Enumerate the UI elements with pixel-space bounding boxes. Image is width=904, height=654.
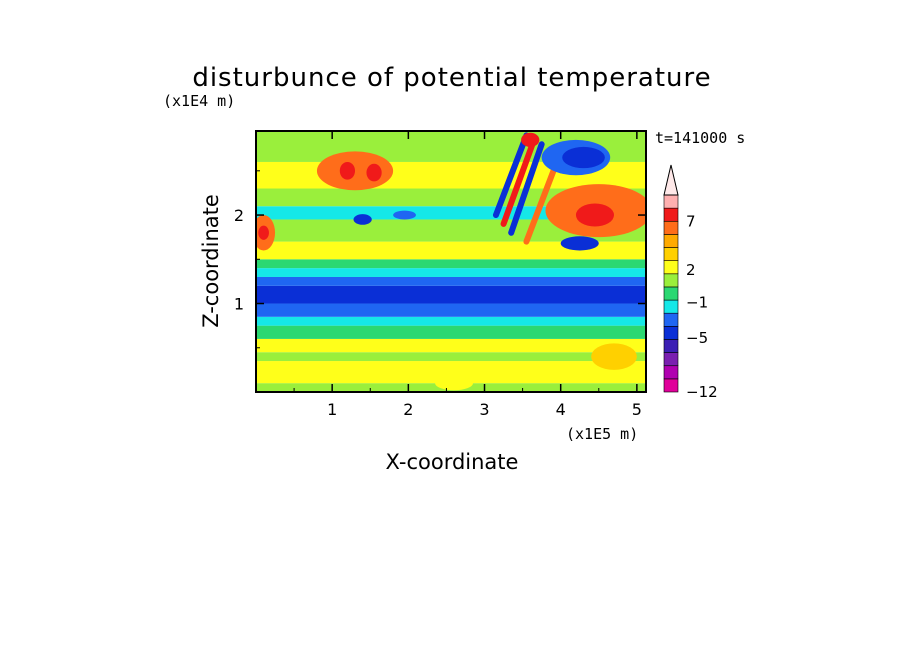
wave-streak [500,136,538,227]
colorbar-label: −12 [686,383,718,401]
field-band [256,241,646,260]
field-band [256,259,646,269]
field-blob [575,203,615,227]
colorbar-swatch [663,365,679,380]
y-axis: 12 [234,170,646,349]
colorbar-swatch [663,378,679,393]
colorbar-swatch [663,286,679,301]
colorbar-swatch [663,299,679,314]
field-band [256,219,646,242]
colorbar-label: −1 [686,294,708,312]
colorbar-swatch [663,260,679,275]
colorbar-swatch [663,339,679,353]
plot-frame [255,130,647,393]
wave-streak [492,132,530,219]
field-blob [258,225,269,240]
x-tick-label: 4 [556,400,566,419]
field-band [256,352,646,362]
y-unit-label: (x1E4 m) [163,92,235,110]
x-tick-label: 2 [403,400,413,419]
field-blob [562,146,605,169]
colorbar-swatch [663,247,679,261]
field-blob [560,236,599,251]
colorbar-swatch [663,207,679,222]
field-band [256,325,646,339]
x-tick-label: 3 [479,400,489,419]
y-tick-label: 2 [234,206,244,225]
field-band [256,361,646,384]
field-blob [521,132,540,147]
colorbar: 7 2 −1 −5 −12 [663,164,718,401]
field-band [256,188,646,207]
x-tick-label: 5 [632,400,642,419]
colorbar-extend-arrow [663,164,679,196]
x-unit-label: (x1E5 m) [566,425,638,443]
field-band [256,268,646,277]
colorbar-swatch [663,352,679,367]
colorbar-swatch [663,220,679,235]
field-blob [591,343,637,370]
y-tick-label: 1 [234,295,244,314]
time-label: t=141000 s [655,129,745,147]
field-blob [435,376,474,391]
x-axis: 1 2 3 4 5 [293,131,642,419]
x-tick-label: 1 [327,400,337,419]
colorbar-swatch [663,273,679,288]
field-band [256,303,646,317]
field-blob [366,163,382,182]
wave-streak [523,158,560,245]
colorbar-label: 2 [686,261,696,279]
field-blob [339,161,356,180]
field-blob [353,214,372,225]
field-layer [256,131,646,392]
field-band [256,338,646,353]
wave-streak [508,141,545,236]
chart-title: disturbunce of potential temperature [192,63,711,93]
x-axis-label: X-coordinate [386,450,519,474]
y-axis-label: Z-coordinate [199,194,223,328]
field-band [256,316,646,326]
field-band [256,285,646,304]
colorbar-swatch [663,234,679,248]
colorbar-swatch [663,312,679,327]
colorbar-swatch [663,326,679,340]
field-blob [393,210,416,220]
field-band [256,276,646,286]
colorbar-label: −5 [686,329,708,347]
colorbar-swatch [663,194,679,209]
colorbar-label: 7 [686,212,696,230]
